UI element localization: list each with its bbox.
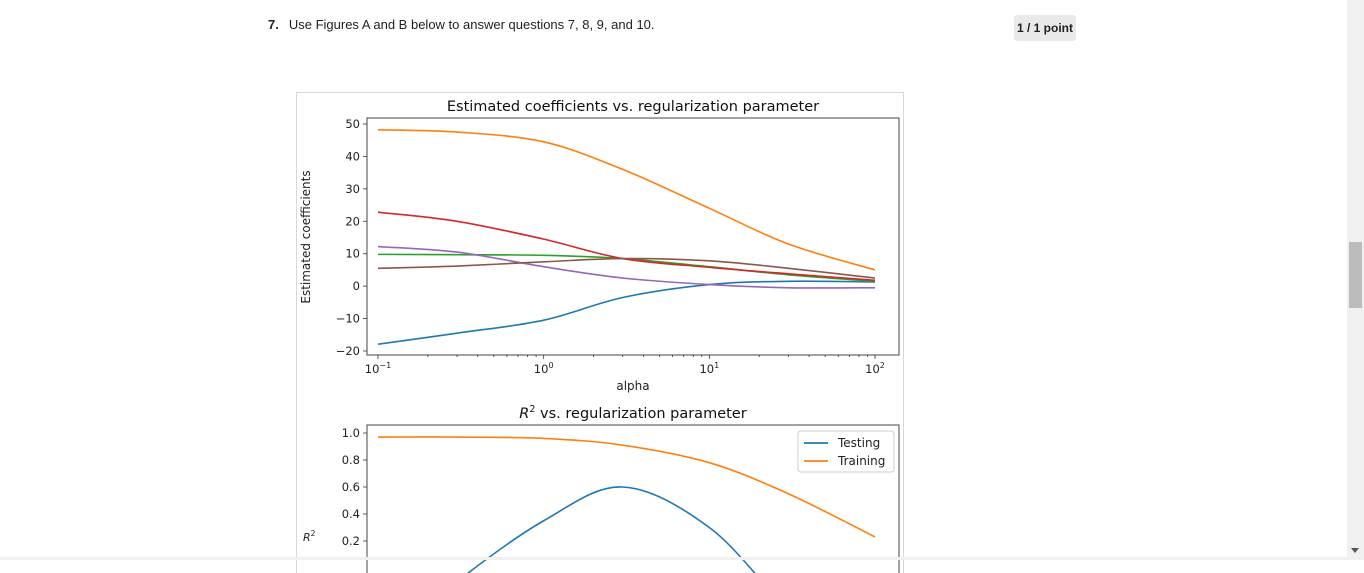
question-prompt: 7. Use Figures A and B below to answer qu… xyxy=(268,17,655,32)
series-line-coef_6 xyxy=(377,257,876,279)
question-number: 7. xyxy=(268,17,279,32)
horizontal-scroll-track xyxy=(0,557,1347,560)
legend-label-training: Training xyxy=(837,454,885,468)
y-axis-label: Estimated coefficients xyxy=(299,170,313,303)
y-tick-label: 0 xyxy=(353,279,360,293)
question-text: Use Figures A and B below to answer ques… xyxy=(288,17,655,32)
chart-a-title: Estimated coefficients vs. regularizatio… xyxy=(447,99,819,115)
scrollbar-thumb[interactable] xyxy=(1349,242,1362,308)
figure-frame: Estimated coefficients vs. regularizatio… xyxy=(296,92,904,573)
series-line-coef_2 xyxy=(377,129,876,271)
y-axis-label: R2 xyxy=(303,529,316,544)
series-line-coef_1 xyxy=(377,280,876,345)
y-tick-label: 30 xyxy=(345,182,360,196)
y-tick-label: 0.8 xyxy=(342,453,360,467)
series-line-coef_5 xyxy=(377,245,876,289)
y-tick-label: 50 xyxy=(345,117,360,131)
x-tick-label: 10−1 xyxy=(365,361,391,376)
series-line-testing xyxy=(466,486,756,573)
y-tick-label: 1.0 xyxy=(342,426,360,440)
chart-r-squared: R2 vs. regularization parameter 1.0 0.8 0.6… xyxy=(303,404,900,573)
y-tick-label: 20 xyxy=(345,214,360,228)
chart-b-axes xyxy=(366,424,900,573)
y-tick-label: 40 xyxy=(345,149,360,163)
y-tick-label: 10 xyxy=(345,247,360,261)
score-badge: 1 / 1 point xyxy=(1014,15,1076,41)
legend-label-testing: Testing xyxy=(837,436,880,450)
chart-a-axes xyxy=(366,117,900,356)
scroll-down-arrow-icon[interactable] xyxy=(1351,548,1359,553)
y-tick-label: 0.2 xyxy=(342,534,360,548)
x-tick-label: 102 xyxy=(865,361,885,376)
x-axis-label: alpha xyxy=(616,379,649,393)
y-tick-label: 0.4 xyxy=(342,507,360,521)
x-tick-label: 101 xyxy=(699,361,719,376)
vertical-scrollbar[interactable] xyxy=(1347,0,1364,560)
x-tick-label: 100 xyxy=(534,361,554,376)
y-tick-label: 0.6 xyxy=(342,480,360,494)
chart-coefficients: Estimated coefficients vs. regularizatio… xyxy=(299,99,900,393)
y-tick-label: −20 xyxy=(336,344,360,358)
chart-b-title: R2 vs. regularization parameter xyxy=(519,404,746,422)
series-line-training xyxy=(377,436,876,538)
y-tick-label: −10 xyxy=(336,312,360,326)
